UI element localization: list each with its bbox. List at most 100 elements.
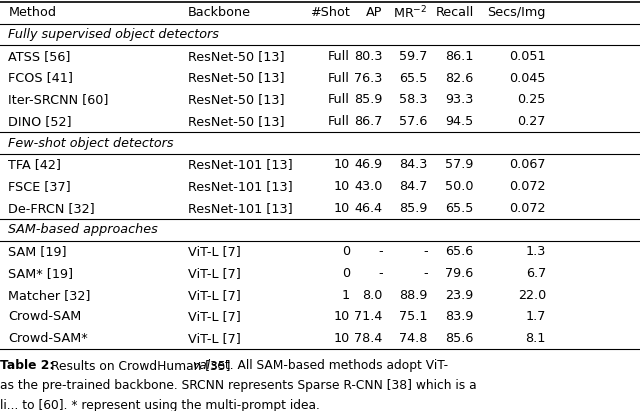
Text: 85.6: 85.6 <box>445 332 474 345</box>
Text: 23.9: 23.9 <box>445 289 474 302</box>
Text: Table 2:: Table 2: <box>0 359 59 372</box>
Text: as the pre-trained backbone. SRCNN represents Sparse R-CNN [38] which is a: as the pre-trained backbone. SRCNN repre… <box>0 379 477 392</box>
Text: Full: Full <box>328 72 350 85</box>
Text: 10: 10 <box>334 180 350 193</box>
Text: 58.3: 58.3 <box>399 93 428 106</box>
Text: 0.072: 0.072 <box>509 180 546 193</box>
Text: 88.9: 88.9 <box>399 289 428 302</box>
Text: SAM-based approaches: SAM-based approaches <box>8 224 158 236</box>
Text: 71.4: 71.4 <box>355 310 383 323</box>
Text: 85.9: 85.9 <box>399 202 428 215</box>
Text: 82.6: 82.6 <box>445 72 474 85</box>
Text: 86.7: 86.7 <box>355 115 383 128</box>
Text: MR$^{-2}$: MR$^{-2}$ <box>394 5 428 21</box>
Text: ResNet-50 [13]: ResNet-50 [13] <box>188 115 284 128</box>
Text: ResNet-101 [13]: ResNet-101 [13] <box>188 158 292 171</box>
Text: ResNet-50 [13]: ResNet-50 [13] <box>188 93 284 106</box>
Text: 22.0: 22.0 <box>518 289 546 302</box>
Text: 0: 0 <box>342 245 350 258</box>
Text: Backbone: Backbone <box>188 7 250 19</box>
Text: 0.045: 0.045 <box>509 72 546 85</box>
Text: 10: 10 <box>334 202 350 215</box>
Text: 76.3: 76.3 <box>355 72 383 85</box>
Text: 10: 10 <box>334 158 350 171</box>
Text: De-FRCN [32]: De-FRCN [32] <box>8 202 95 215</box>
Text: 65.6: 65.6 <box>445 245 474 258</box>
Text: ViT-L [7]: ViT-L [7] <box>188 310 240 323</box>
Text: AP: AP <box>366 7 383 19</box>
Text: #Shot: #Shot <box>310 7 350 19</box>
Text: Matcher [32]: Matcher [32] <box>8 289 91 302</box>
Text: ResNet-50 [13]: ResNet-50 [13] <box>188 50 284 63</box>
Text: TFA [42]: TFA [42] <box>8 158 61 171</box>
Text: 84.3: 84.3 <box>399 158 428 171</box>
Text: 86.1: 86.1 <box>445 50 474 63</box>
Text: 0: 0 <box>342 267 350 280</box>
Text: 46.9: 46.9 <box>355 158 383 171</box>
Text: 8.1: 8.1 <box>525 332 546 345</box>
Text: 1.3: 1.3 <box>525 245 546 258</box>
Text: FCOS [41]: FCOS [41] <box>8 72 73 85</box>
Text: ResNet-101 [13]: ResNet-101 [13] <box>188 202 292 215</box>
Text: 78.4: 78.4 <box>355 332 383 345</box>
Text: Results on CrowdHuman [35]: Results on CrowdHuman [35] <box>51 359 235 372</box>
Text: ViT-L [7]: ViT-L [7] <box>188 245 240 258</box>
Text: set. All SAM-based methods adopt ViT-: set. All SAM-based methods adopt ViT- <box>207 359 449 372</box>
Text: 1.7: 1.7 <box>525 310 546 323</box>
Text: Method: Method <box>8 7 56 19</box>
Text: 57.6: 57.6 <box>399 115 428 128</box>
Text: Full: Full <box>328 50 350 63</box>
Text: 0.25: 0.25 <box>518 93 546 106</box>
Text: 59.7: 59.7 <box>399 50 428 63</box>
Text: SAM* [19]: SAM* [19] <box>8 267 74 280</box>
Text: Iter-SRCNN [60]: Iter-SRCNN [60] <box>8 93 109 106</box>
Text: ViT-L [7]: ViT-L [7] <box>188 267 240 280</box>
Text: 43.0: 43.0 <box>355 180 383 193</box>
Text: Crowd-SAM*: Crowd-SAM* <box>8 332 88 345</box>
Text: 84.7: 84.7 <box>399 180 428 193</box>
Text: -: - <box>423 245 428 258</box>
Text: 0.051: 0.051 <box>509 50 546 63</box>
Text: 50.0: 50.0 <box>445 180 474 193</box>
Text: -: - <box>378 267 383 280</box>
Text: Recall: Recall <box>435 7 474 19</box>
Text: Full: Full <box>328 115 350 128</box>
Text: 46.4: 46.4 <box>355 202 383 215</box>
Text: 6.7: 6.7 <box>525 267 546 280</box>
Text: 83.9: 83.9 <box>445 310 474 323</box>
Text: Few-shot object detectors: Few-shot object detectors <box>8 136 174 150</box>
Text: 10: 10 <box>334 332 350 345</box>
Text: 93.3: 93.3 <box>445 93 474 106</box>
Text: Crowd-SAM: Crowd-SAM <box>8 310 81 323</box>
Text: 65.5: 65.5 <box>445 202 474 215</box>
Text: 0.072: 0.072 <box>509 202 546 215</box>
Text: ATSS [56]: ATSS [56] <box>8 50 70 63</box>
Text: FSCE [37]: FSCE [37] <box>8 180 71 193</box>
Text: 0.27: 0.27 <box>518 115 546 128</box>
Text: 85.9: 85.9 <box>355 93 383 106</box>
Text: 65.5: 65.5 <box>399 72 428 85</box>
Text: 0.067: 0.067 <box>509 158 546 171</box>
Text: val: val <box>191 359 210 372</box>
Text: SAM [19]: SAM [19] <box>8 245 67 258</box>
Text: 10: 10 <box>334 310 350 323</box>
Text: 1: 1 <box>342 289 350 302</box>
Text: 75.1: 75.1 <box>399 310 428 323</box>
Text: 80.3: 80.3 <box>354 50 383 63</box>
Text: ResNet-50 [13]: ResNet-50 [13] <box>188 72 284 85</box>
Text: Secs/Img: Secs/Img <box>488 7 546 19</box>
Text: Fully supervised object detectors: Fully supervised object detectors <box>8 28 219 41</box>
Text: ViT-L [7]: ViT-L [7] <box>188 332 240 345</box>
Text: ResNet-101 [13]: ResNet-101 [13] <box>188 180 292 193</box>
Text: DINO [52]: DINO [52] <box>8 115 72 128</box>
Text: 8.0: 8.0 <box>362 289 383 302</box>
Text: -: - <box>423 267 428 280</box>
Text: 74.8: 74.8 <box>399 332 428 345</box>
Text: 57.9: 57.9 <box>445 158 474 171</box>
Text: 94.5: 94.5 <box>445 115 474 128</box>
Text: -: - <box>378 245 383 258</box>
Text: 79.6: 79.6 <box>445 267 474 280</box>
Text: Full: Full <box>328 93 350 106</box>
Text: li... to [60]. * represent using the multi-prompt idea.: li... to [60]. * represent using the mul… <box>0 399 320 411</box>
Text: ViT-L [7]: ViT-L [7] <box>188 289 240 302</box>
